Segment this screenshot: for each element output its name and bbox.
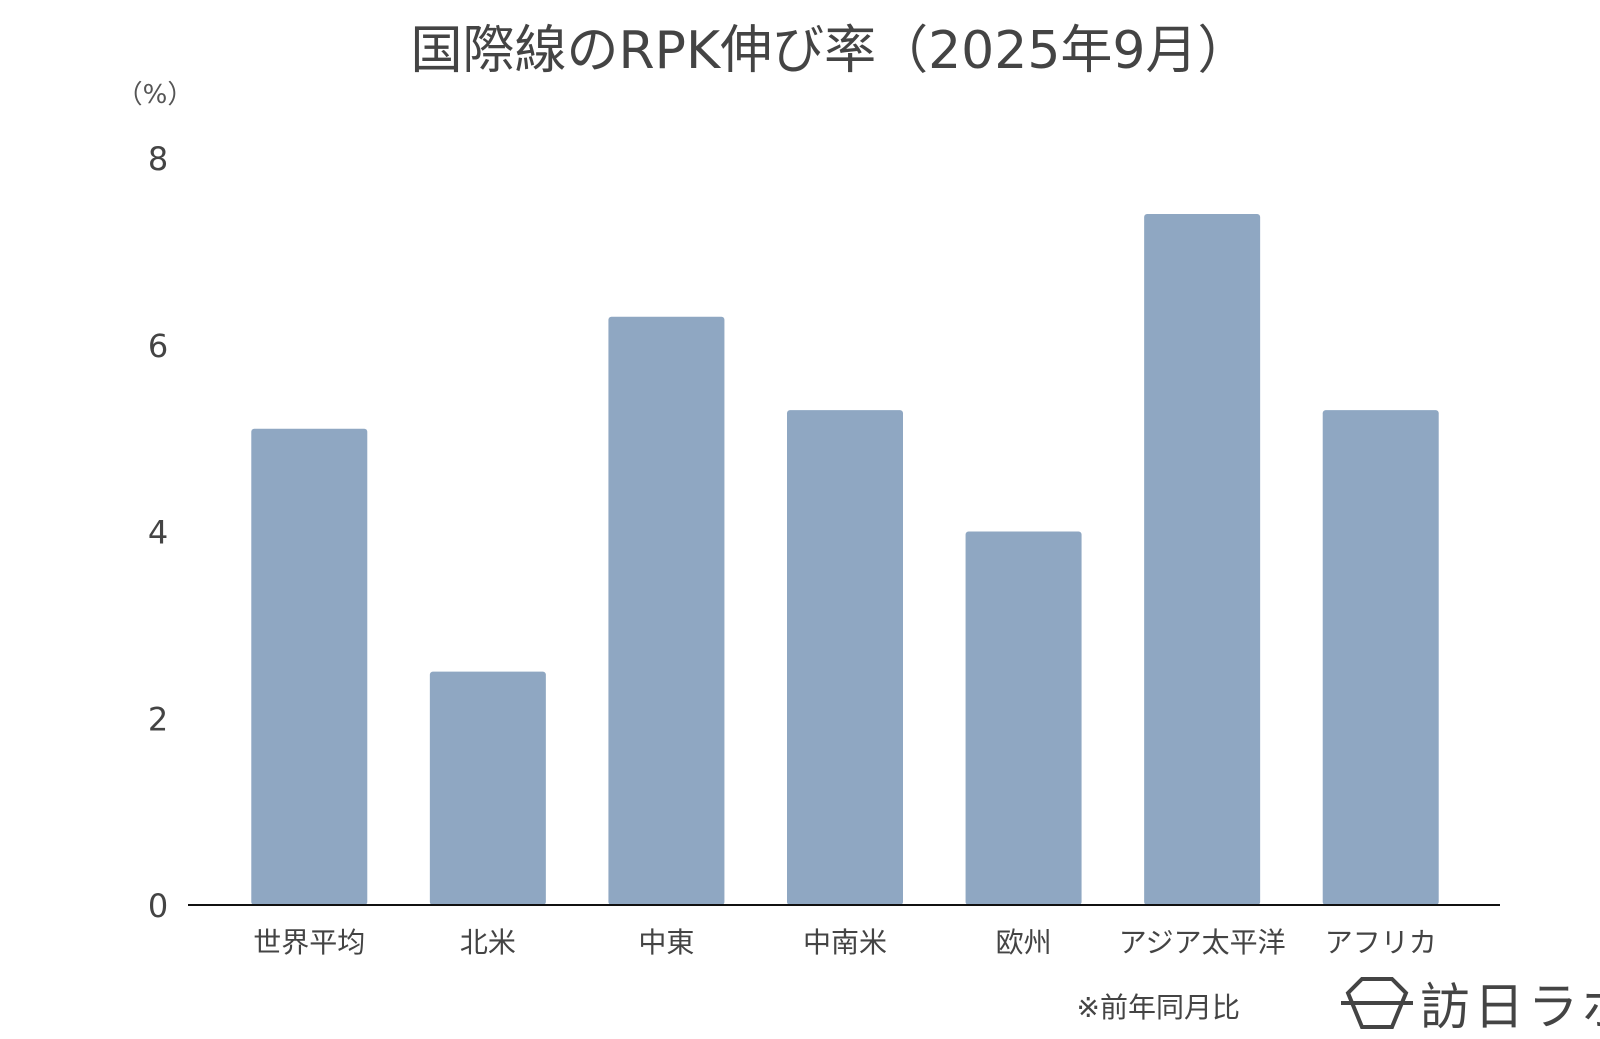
x-tick-label: 欧州 [996, 926, 1052, 959]
x-tick-label: 世界平均 [253, 926, 365, 959]
bar [251, 428, 368, 905]
x-axis-ticks: 世界平均 北米 中東 中南米 欧州 アジア太平洋 アフリカ [253, 926, 1436, 959]
y-tick-label: 4 [148, 514, 168, 552]
bars [251, 214, 1439, 905]
y-axis-unit-label: （%） [117, 80, 194, 110]
y-tick-label: 6 [148, 327, 168, 365]
y-axis-ticks: 0 2 4 6 8 [148, 140, 168, 925]
y-tick-label: 8 [148, 140, 168, 178]
x-tick-label: 中東 [638, 926, 694, 959]
y-tick-label: 2 [148, 700, 168, 738]
chart-title: 国際線のRPK伸び率（2025年9月） [410, 21, 1249, 81]
x-tick-label: 中南米 [803, 926, 887, 959]
x-tick-label: アフリカ [1325, 926, 1437, 959]
bar [608, 316, 725, 905]
y-tick-label: 0 [148, 887, 168, 925]
x-tick-label: アジア太平洋 [1119, 926, 1286, 959]
x-tick-label: 北米 [460, 926, 516, 959]
bar [429, 671, 546, 905]
bar [1144, 214, 1261, 905]
bar [965, 531, 1082, 905]
bar [1322, 410, 1439, 905]
hexagon-logo-icon [1341, 977, 1413, 1029]
logo: 訪日ラボ [1341, 977, 1600, 1036]
logo-text: 訪日ラボ [1420, 978, 1600, 1036]
footnote: ※前年同月比 [1077, 991, 1240, 1024]
bar [787, 410, 903, 905]
